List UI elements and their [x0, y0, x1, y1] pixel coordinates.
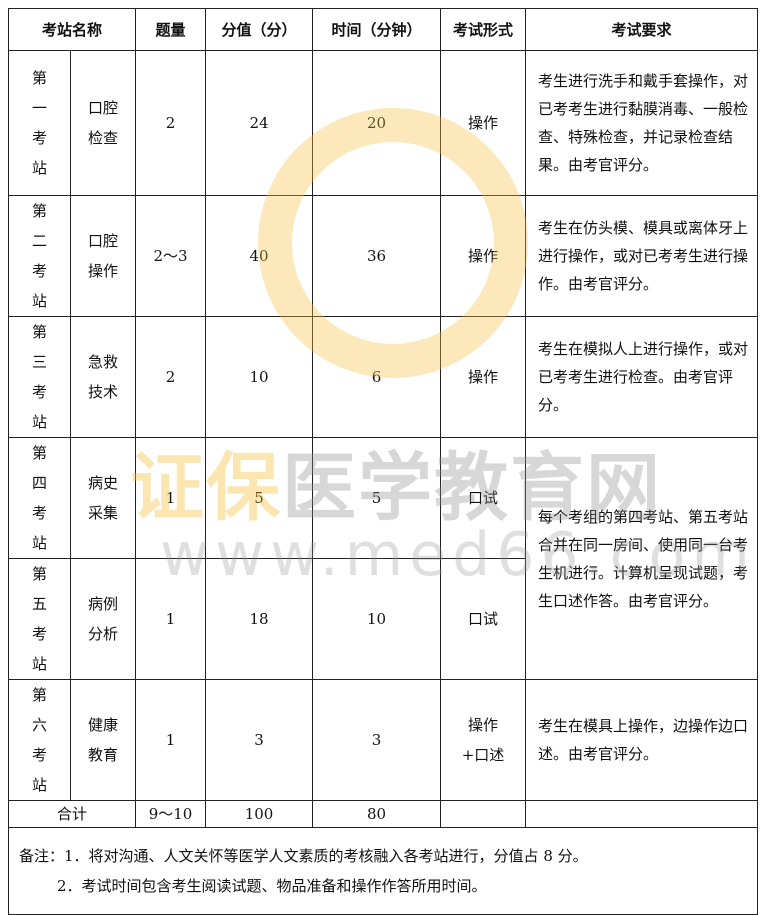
table-row: 第一考站 口腔检查 2 24 20 操作 考生进行洗手和戴手套操作，对已考考生进行黏膜消毒、…: [8, 50, 759, 196]
score-cell: 18: [205, 558, 314, 680]
count-cell: 2: [135, 316, 207, 438]
requirement-cell: 考生进行洗手和戴手套操作，对已考考生进行黏膜消毒、一般检查、特殊检查，并记录检查…: [525, 50, 759, 196]
requirement-cell: 每个考组的第四考站、第五考站合并在同一房间、使用同一台考生机进行。计算机呈现试题…: [525, 437, 759, 680]
subject-cell: 口腔检查: [69, 50, 137, 196]
form-cell: 操作: [440, 195, 527, 317]
subject-cell: 健康教育: [69, 679, 137, 801]
requirement-cell: 考生在模拟人上进行操作，或对已考考生进行检查。由考官评分。: [525, 316, 759, 438]
time-cell: 20: [312, 50, 442, 196]
header-row: 考站名称 题量 分值（分） 时间（分钟） 考试形式 考试要求: [7, 8, 759, 51]
note-2: 2．考试时间包含考生阅读试题、物品准备和操作作答所用时间。: [57, 877, 487, 895]
subject-cell: 病例分析: [69, 558, 137, 680]
requirement-cell: 考生在模具上操作，边操作边口述。由考官评分。: [525, 679, 759, 801]
total-time: 80: [312, 800, 442, 828]
subject-cell: 急救技术: [69, 316, 137, 438]
count-cell: 1: [135, 558, 207, 680]
form-cell: 口试: [440, 558, 527, 680]
score-cell: 24: [205, 50, 314, 196]
station-cell: 第三考站: [8, 316, 71, 438]
time-cell: 6: [312, 316, 442, 438]
count-cell: 1: [135, 679, 207, 801]
station-cell: 第四考站: [8, 437, 71, 559]
total-row: 合计 9～10 100 80: [7, 800, 759, 828]
total-count: 9～10: [135, 800, 207, 828]
score-cell: 40: [205, 195, 314, 317]
header-station: 考站名称: [7, 8, 137, 51]
total-label: 合计: [7, 800, 137, 828]
form-cell: 操作+口述: [440, 679, 527, 801]
note-1: 备注：1．将对沟通、人文关怀等医学人文素质的考核融入各考站进行，分值占 8 分。: [19, 847, 588, 865]
subject-cell: 口腔操作: [69, 195, 137, 317]
header-form: 考试形式: [440, 8, 527, 51]
time-cell: 5: [312, 437, 442, 559]
table-row: 第二考站 口腔操作 2～3 40 36 操作 考生在仿头模、模具或离体牙上进行操作，或对已考…: [8, 195, 759, 317]
station-cell: 第二考站: [8, 195, 71, 317]
table-row: 第五考站 病例分析 1 18 10 口试: [8, 558, 758, 680]
header-time: 时间（分钟）: [312, 8, 442, 51]
form-cell: 操作: [440, 316, 527, 438]
count-cell: 2: [135, 50, 207, 196]
station-cell: 第五考站: [8, 558, 71, 680]
table-row: 第四考站 病史采集 1 5 5 口试 每个考组的第四考站、第五考站合并在同一房间、使用同一台…: [8, 437, 759, 680]
count-cell: 1: [135, 437, 207, 559]
header-count: 题量: [135, 8, 207, 51]
subject-cell: 病史采集: [69, 437, 137, 559]
notes-row: 备注：1．将对沟通、人文关怀等医学人文素质的考核融入各考站进行，分值占 8 分。…: [7, 827, 759, 915]
count-cell: 2～3: [135, 195, 207, 317]
header-requirement: 考试要求: [525, 8, 759, 51]
table-row: 第六考站 健康教育 1 3 3 操作+口述 考生在模具上操作，边操作边口述。由考官评分。: [8, 679, 759, 801]
station-cell: 第六考站: [8, 679, 71, 801]
notes-cell: 备注：1．将对沟通、人文关怀等医学人文素质的考核融入各考站进行，分值占 8 分。…: [7, 827, 759, 915]
requirement-cell: 考生在仿头模、模具或离体牙上进行操作，或对已考考生进行操作。由考官评分。: [525, 195, 759, 317]
header-score: 分值（分）: [205, 8, 314, 51]
time-cell: 3: [312, 679, 442, 801]
form-cell: 口试: [440, 437, 527, 559]
score-cell: 10: [205, 316, 314, 438]
score-cell: 3: [205, 679, 314, 801]
time-cell: 10: [312, 558, 442, 680]
exam-station-table: 考站名称 题量 分值（分） 时间（分钟） 考试形式 考试要求 第一考站 口腔检查 2…: [7, 8, 759, 915]
time-cell: 36: [312, 195, 442, 317]
table-row: 第三考站 急救技术 2 10 6 操作 考生在模拟人上进行操作，或对已考考生进行检查。由考官…: [8, 316, 759, 438]
score-cell: 5: [205, 437, 314, 559]
form-cell: 操作: [440, 50, 527, 196]
station-cell: 第一考站: [8, 50, 71, 196]
total-score: 100: [205, 800, 314, 828]
